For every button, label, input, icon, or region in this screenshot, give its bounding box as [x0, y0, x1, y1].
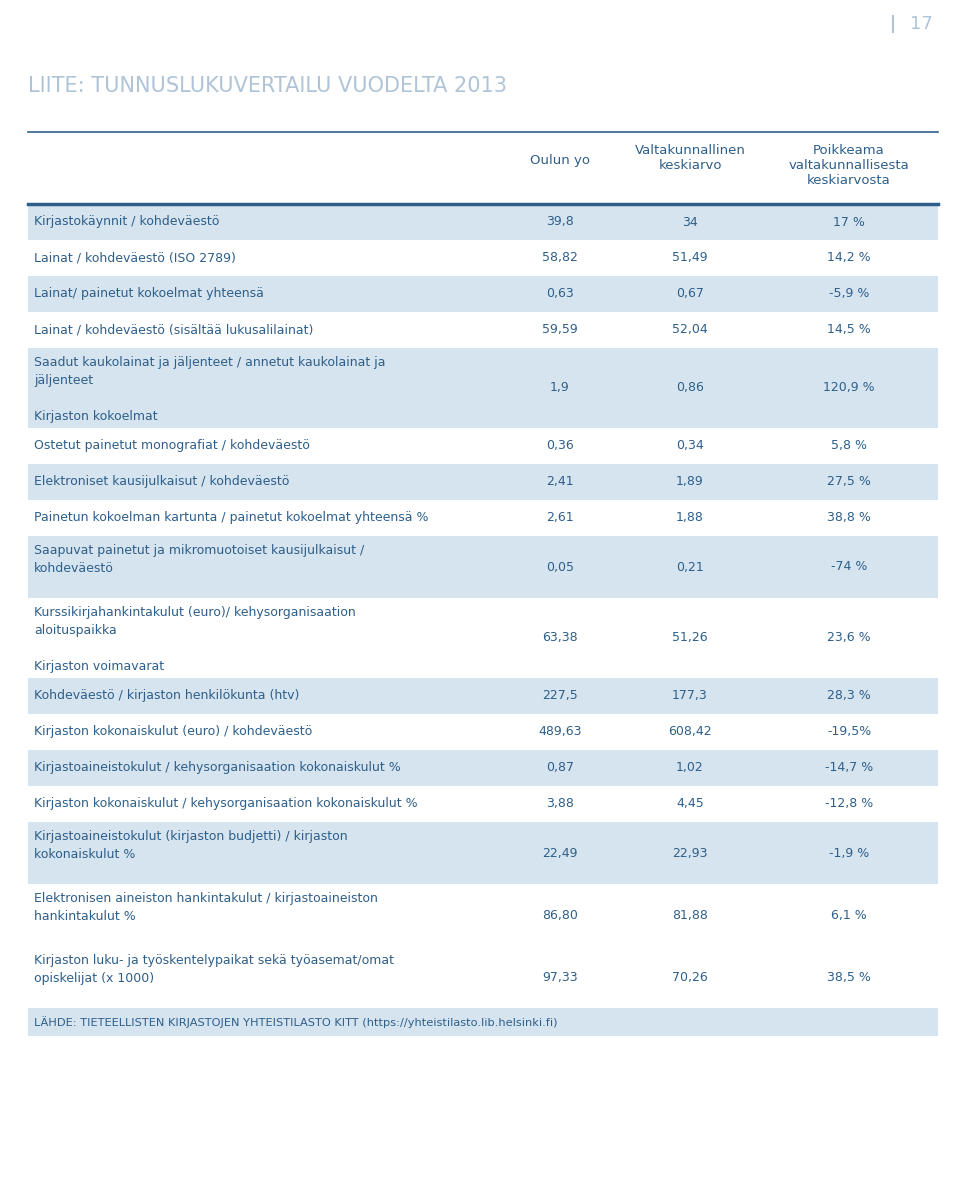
Text: 1,89: 1,89 [676, 475, 704, 488]
Text: Kirjaston luku- ja työskentelypaikat sekä työasemat/omat
opiskelijat (x 1000): Kirjaston luku- ja työskentelypaikat sek… [34, 954, 394, 985]
Text: 70,26: 70,26 [672, 971, 708, 984]
Text: 14,2 %: 14,2 % [828, 252, 871, 265]
Text: 27,5 %: 27,5 % [828, 475, 871, 488]
Text: LIITE: TUNNUSLUKUVERTAILU VUODELTA 2013: LIITE: TUNNUSLUKUVERTAILU VUODELTA 2013 [28, 76, 507, 96]
Text: Poikkeama
valtakunnallisesta
keskiarvosta: Poikkeama valtakunnallisesta keskiarvost… [788, 144, 909, 187]
Text: -5,9 %: -5,9 % [828, 288, 869, 301]
Text: -74 %: -74 % [830, 560, 867, 573]
Text: 2,61: 2,61 [546, 511, 574, 524]
Text: 2,41: 2,41 [546, 475, 574, 488]
Text: LÄHDE: TIETEELLISTEN KIRJASTOJEN YHTEISTILASTO KITT (https://yhteistilasto.lib.h: LÄHDE: TIETEELLISTEN KIRJASTOJEN YHTEIST… [34, 1016, 558, 1028]
Text: 23,6 %: 23,6 % [828, 632, 871, 645]
Bar [28, 464, 938, 500]
Text: 59,59: 59,59 [542, 324, 578, 337]
Text: Kirjaston kokonaiskulut / kehysorganisaation kokonaiskulut %: Kirjaston kokonaiskulut / kehysorganisaa… [34, 798, 418, 811]
Text: Elektroniset kausijulkaisut / kohdeväestö: Elektroniset kausijulkaisut / kohdeväest… [34, 475, 289, 488]
Text: 0,63: 0,63 [546, 288, 574, 301]
Text: Elektronisen aineiston hankintakulut / kirjastoaineiston
hankintakulut %: Elektronisen aineiston hankintakulut / k… [34, 892, 378, 923]
Text: 0,86: 0,86 [676, 382, 704, 394]
Text: 14,5 %: 14,5 % [828, 324, 871, 337]
Text: 1,88: 1,88 [676, 511, 704, 524]
Text: Lainat / kohdeväestö (sisältää lukusalilainat): Lainat / kohdeväestö (sisältää lukusalil… [34, 324, 313, 337]
Text: -12,8 %: -12,8 % [825, 798, 874, 811]
Text: 52,04: 52,04 [672, 324, 708, 337]
Text: Lainat / kohdeväestö (ISO 2789): Lainat / kohdeväestö (ISO 2789) [34, 252, 236, 265]
Text: 86,80: 86,80 [542, 909, 578, 922]
Text: -14,7 %: -14,7 % [825, 762, 874, 775]
Text: 63,38: 63,38 [542, 632, 578, 645]
Text: 22,93: 22,93 [672, 847, 708, 860]
Text: 5,8 %: 5,8 % [831, 439, 867, 453]
Text: Saadut kaukolainat ja jäljenteet / annetut kaukolainat ja
jäljenteet: Saadut kaukolainat ja jäljenteet / annet… [34, 356, 386, 387]
Text: Kirjastoaineistokulut / kehysorganisaation kokonaiskulut %: Kirjastoaineistokulut / kehysorganisaati… [34, 762, 400, 775]
Text: 4,45: 4,45 [676, 798, 704, 811]
Text: 3,88: 3,88 [546, 798, 574, 811]
Text: 0,34: 0,34 [676, 439, 704, 453]
Text: Lainat/ painetut kokoelmat yhteensä: Lainat/ painetut kokoelmat yhteensä [34, 288, 264, 301]
Text: 489,63: 489,63 [539, 726, 582, 739]
Text: 6,1 %: 6,1 % [831, 909, 867, 922]
Text: 22,49: 22,49 [542, 847, 578, 860]
Bar [28, 347, 938, 427]
Text: 34: 34 [683, 215, 698, 228]
Text: Ostetut painetut monografiat / kohdeväestö: Ostetut painetut monografiat / kohdeväes… [34, 439, 310, 453]
Text: 120,9 %: 120,9 % [823, 382, 875, 394]
Text: 58,82: 58,82 [542, 252, 578, 265]
Text: 17: 17 [910, 16, 933, 33]
Text: -19,5%: -19,5% [827, 726, 871, 739]
Bar [28, 536, 938, 598]
Text: 17 %: 17 % [833, 215, 865, 228]
Text: Kohdeväestö / kirjaston henkilökunta (htv): Kohdeväestö / kirjaston henkilökunta (ht… [34, 689, 300, 702]
Text: Kirjaston kokoelmat: Kirjaston kokoelmat [34, 410, 157, 423]
Bar [28, 821, 938, 884]
Text: 1,02: 1,02 [676, 762, 704, 775]
Text: 81,88: 81,88 [672, 909, 708, 922]
Text: 38,8 %: 38,8 % [828, 511, 871, 524]
Text: 51,26: 51,26 [672, 632, 708, 645]
Text: Kirjastoaineistokulut (kirjaston budjetti) / kirjaston
kokonaiskulut %: Kirjastoaineistokulut (kirjaston budjett… [34, 830, 348, 861]
Text: 39,8: 39,8 [546, 215, 574, 228]
Text: 0,36: 0,36 [546, 439, 574, 453]
Text: 0,21: 0,21 [676, 560, 704, 573]
Text: 51,49: 51,49 [672, 252, 708, 265]
Text: 608,42: 608,42 [668, 726, 711, 739]
Bar [28, 678, 938, 714]
Text: 97,33: 97,33 [542, 971, 578, 984]
Text: 28,3 %: 28,3 % [828, 689, 871, 702]
Text: 0,67: 0,67 [676, 288, 704, 301]
Text: 38,5 %: 38,5 % [828, 971, 871, 984]
Text: Valtakunnallinen
keskiarvo: Valtakunnallinen keskiarvo [635, 144, 745, 172]
Bar [28, 750, 938, 786]
Text: 0,05: 0,05 [546, 560, 574, 573]
Text: Kirjaston kokonaiskulut (euro) / kohdeväestö: Kirjaston kokonaiskulut (euro) / kohdevä… [34, 726, 312, 739]
Text: 0,87: 0,87 [546, 762, 574, 775]
Text: Painetun kokoelman kartunta / painetut kokoelmat yhteensä %: Painetun kokoelman kartunta / painetut k… [34, 511, 428, 524]
Text: 1,9: 1,9 [550, 382, 570, 394]
Text: Oulun yo: Oulun yo [530, 154, 590, 167]
Bar [28, 1008, 938, 1036]
Text: 227,5: 227,5 [542, 689, 578, 702]
Text: Kirjaston voimavarat: Kirjaston voimavarat [34, 660, 164, 673]
Bar [28, 276, 938, 312]
Bar [28, 204, 938, 240]
Text: -1,9 %: -1,9 % [828, 847, 869, 860]
Text: Saapuvat painetut ja mikromuotoiset kausijulkaisut /
kohdeväestö: Saapuvat painetut ja mikromuotoiset kaus… [34, 544, 364, 576]
Text: 177,3: 177,3 [672, 689, 708, 702]
Text: Kurssikirjahankintakulut (euro)/ kehysorganisaation
aloituspaikka: Kurssikirjahankintakulut (euro)/ kehysor… [34, 607, 356, 638]
Text: Kirjastokäynnit / kohdeväestö: Kirjastokäynnit / kohdeväestö [34, 215, 220, 228]
